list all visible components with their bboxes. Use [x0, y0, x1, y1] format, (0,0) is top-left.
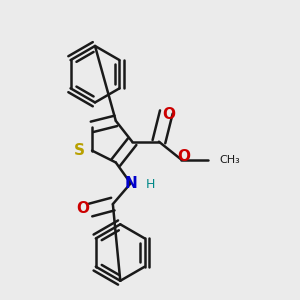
Text: O: O	[178, 149, 191, 164]
Text: S: S	[74, 143, 85, 158]
Text: O: O	[162, 107, 175, 122]
Text: H: H	[145, 178, 155, 191]
Text: N: N	[124, 176, 137, 191]
Text: O: O	[76, 201, 90, 216]
Text: CH₃: CH₃	[220, 154, 241, 164]
